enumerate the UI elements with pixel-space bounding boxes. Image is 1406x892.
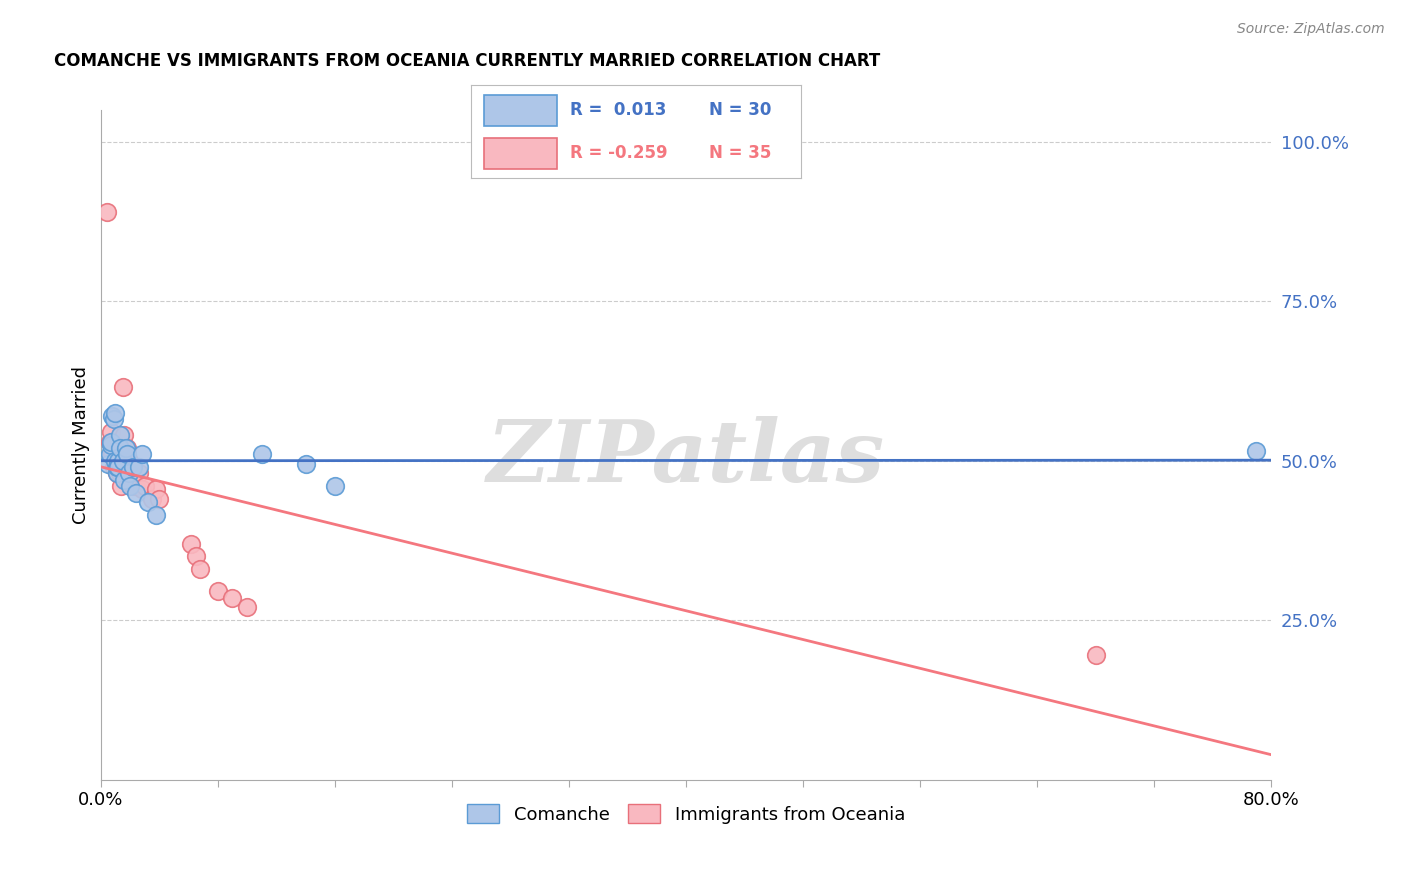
Point (294, 457, 316, 471)
Point (114, 460, 136, 475)
Point (108, 467, 131, 481)
Point (323, 479, 346, 493)
Point (125, 485, 148, 500)
Point (115, 447, 138, 461)
Point (236, 600, 259, 615)
Point (105, 467, 128, 481)
Point (100, 438, 122, 452)
Point (207, 584, 229, 599)
Point (122, 460, 145, 475)
Point (188, 562, 211, 576)
Point (114, 441, 136, 455)
Point (105, 453, 128, 467)
Point (110, 479, 132, 493)
Point (125, 479, 148, 493)
FancyBboxPatch shape (484, 138, 557, 169)
Y-axis label: Currently Married: Currently Married (72, 366, 90, 524)
Point (117, 467, 139, 481)
Point (112, 428, 135, 442)
Point (115, 473, 138, 487)
Point (1246, 444, 1268, 458)
Point (96, 205, 118, 219)
Point (128, 460, 150, 475)
Text: R =  0.013: R = 0.013 (571, 101, 666, 119)
Point (184, 549, 207, 564)
Text: R = -0.259: R = -0.259 (571, 145, 668, 162)
Point (118, 479, 141, 493)
Point (100, 425, 122, 439)
Point (118, 460, 141, 475)
Point (104, 406, 127, 420)
Point (98, 434, 121, 449)
Point (250, 447, 273, 461)
Point (122, 479, 145, 493)
Point (104, 453, 127, 467)
Point (98, 447, 121, 461)
Point (101, 447, 124, 461)
Point (107, 453, 129, 467)
Text: N = 30: N = 30 (709, 101, 772, 119)
Text: COMANCHE VS IMMIGRANTS FROM OCEANIA CURRENTLY MARRIED CORRELATION CHART: COMANCHE VS IMMIGRANTS FROM OCEANIA CURR… (53, 52, 880, 70)
Point (108, 447, 131, 461)
Text: N = 35: N = 35 (709, 145, 772, 162)
Point (221, 591, 243, 605)
Point (180, 536, 202, 550)
Point (100, 434, 122, 449)
Legend: Comanche, Immigrants from Oceania: Comanche, Immigrants from Oceania (460, 797, 912, 830)
Point (121, 467, 143, 481)
Point (148, 491, 170, 506)
Point (111, 380, 134, 394)
Point (103, 460, 125, 475)
Point (1084, 648, 1107, 663)
Point (107, 460, 129, 475)
Point (105, 460, 128, 475)
Point (128, 467, 150, 481)
Point (145, 483, 167, 497)
FancyBboxPatch shape (484, 95, 557, 126)
Text: Source: ZipAtlas.com: Source: ZipAtlas.com (1237, 22, 1385, 37)
Point (104, 453, 127, 467)
Point (117, 453, 139, 467)
Point (131, 447, 153, 461)
Point (103, 412, 125, 426)
Point (97, 457, 120, 471)
Text: ZIPatlas: ZIPatlas (486, 417, 884, 500)
Point (145, 508, 167, 522)
Point (131, 483, 153, 497)
Point (108, 428, 131, 442)
Point (111, 453, 134, 467)
Point (105, 467, 128, 481)
Point (134, 479, 156, 493)
Point (112, 473, 135, 487)
Point (101, 409, 124, 423)
Point (136, 495, 159, 509)
Point (115, 441, 138, 455)
Point (107, 460, 129, 475)
Point (141, 491, 163, 506)
Point (108, 441, 131, 455)
